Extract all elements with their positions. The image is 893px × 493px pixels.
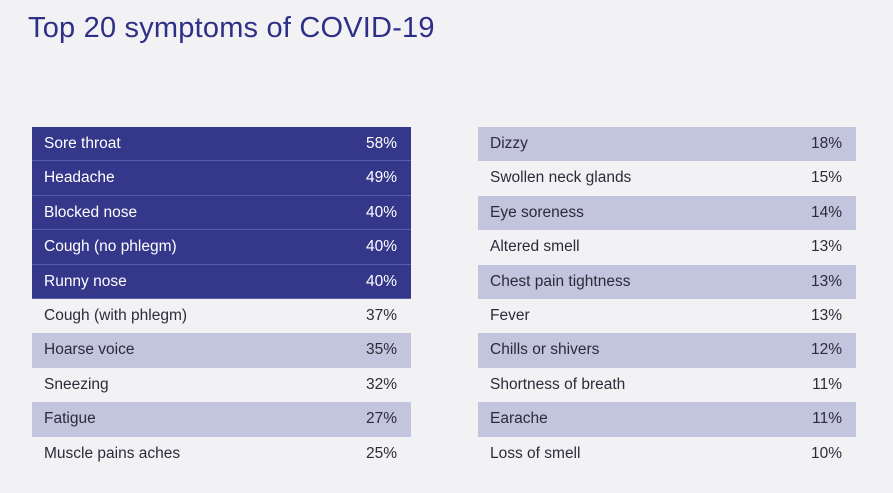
table-row: Eye soreness 14% <box>478 195 856 231</box>
symptom-label: Altered smell <box>490 238 580 256</box>
symptom-percentage: 12% <box>810 341 842 359</box>
table-row: Sore throat 58% <box>32 127 411 162</box>
table-row: Chest pain tightness 13% <box>478 264 856 299</box>
table-row: Cough (with phlegm) 37% <box>32 299 411 333</box>
table-row: Altered smell 13% <box>478 230 856 264</box>
symptom-percentage: 13% <box>810 306 842 324</box>
symptom-percentage: 35% <box>365 341 397 359</box>
symptom-percentage: 13% <box>810 238 842 256</box>
symptom-percentage: 40% <box>365 203 397 221</box>
symptom-percentage: 25% <box>365 444 397 462</box>
symptom-label: Chills or shivers <box>490 341 600 359</box>
symptom-label: Chest pain tightness <box>490 272 631 290</box>
symptom-percentage: 10% <box>810 444 842 462</box>
table-row: Dizzy 18% <box>478 127 856 162</box>
table-row: Swollen neck glands 15% <box>478 161 856 195</box>
table-row: Muscle pains aches 25% <box>32 437 411 471</box>
table-row: Shortness of breath 11% <box>478 368 856 402</box>
symptom-label: Shortness of breath <box>490 375 626 393</box>
symptom-label: Earache <box>490 410 548 428</box>
symptom-label: Loss of smell <box>490 444 581 462</box>
table-row: Fatigue 27% <box>32 402 411 437</box>
symptom-table-left: Sore throat 58% Headache 49% Blocked nose 40%… <box>32 127 411 471</box>
table-row: Earache 11% <box>478 402 856 437</box>
symptom-label: Hoarse voice <box>44 341 135 359</box>
symptom-table-right: Dizzy 18% Swollen neck glands 15% Eye sorene… <box>478 127 856 471</box>
symptom-percentage: 13% <box>810 272 842 290</box>
symptom-percentage: 40% <box>365 272 397 290</box>
symptom-label: Swollen neck glands <box>490 169 632 187</box>
symptom-percentage: 37% <box>365 306 397 324</box>
symptom-label: Runny nose <box>44 272 127 290</box>
symptom-percentage: 40% <box>365 238 397 256</box>
table-row: Runny nose 40% <box>32 264 411 299</box>
symptom-percentage: 14% <box>810 203 842 221</box>
table-row: Fever 13% <box>478 299 856 333</box>
symptom-percentage: 49% <box>365 169 397 187</box>
symptom-label: Fatigue <box>44 410 96 428</box>
symptom-label: Muscle pains aches <box>44 444 181 462</box>
table-row: Blocked nose 40% <box>32 195 411 231</box>
symptom-label: Sneezing <box>44 375 109 393</box>
symptom-percentage: 11% <box>812 375 842 393</box>
symptom-percentage: 11% <box>812 410 842 428</box>
table-row: Hoarse voice 35% <box>32 333 411 368</box>
symptom-label: Blocked nose <box>44 203 138 221</box>
symptom-label: Cough (no phlegm) <box>44 238 177 256</box>
table-row: Headache 49% <box>32 161 411 196</box>
table-row: Chills or shivers 12% <box>478 333 856 368</box>
symptom-label: Dizzy <box>490 135 528 152</box>
symptom-label: Cough (with phlegm) <box>44 306 188 324</box>
symptom-percentage: 58% <box>365 135 397 152</box>
symptom-percentage: 18% <box>810 135 842 152</box>
table-row: Cough (no phlegm) 40% <box>32 230 411 265</box>
symptom-percentage: 15% <box>810 169 842 187</box>
table-row: Sneezing 32% <box>32 368 411 402</box>
symptom-percentage: 32% <box>365 375 397 393</box>
symptom-label: Fever <box>490 306 530 324</box>
symptom-label: Eye soreness <box>490 203 584 221</box>
symptom-percentage: 27% <box>365 410 397 428</box>
symptom-label: Headache <box>44 169 115 187</box>
table-row: Loss of smell 10% <box>478 437 856 471</box>
symptom-label: Sore throat <box>44 135 121 152</box>
page-title: Top 20 symptoms of COVID-19 <box>28 12 435 44</box>
